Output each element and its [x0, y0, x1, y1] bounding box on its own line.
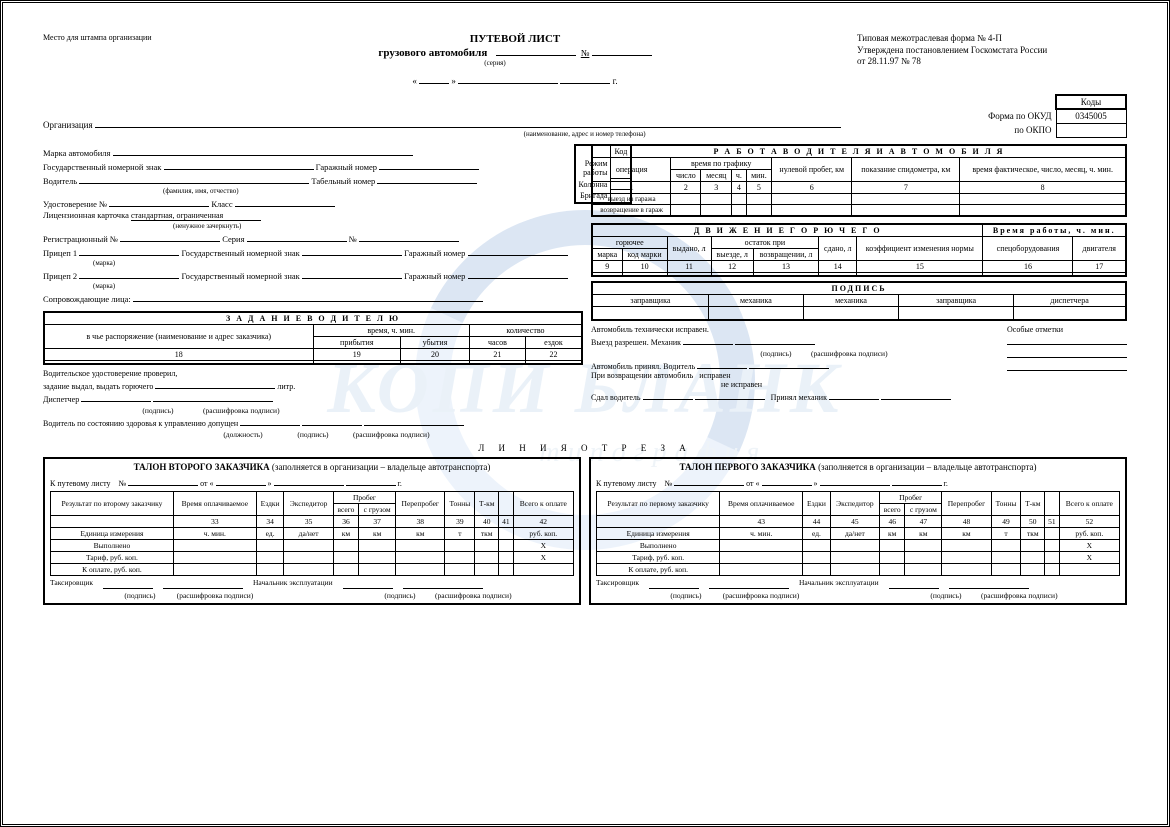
- form-subtitle: грузового автомобиля: [378, 47, 487, 59]
- form-title: ПУТЕВОЙ ЛИСТ: [173, 33, 857, 45]
- number-label: №: [581, 48, 590, 58]
- approval-block: Типовая межотраслевая форма № 4-П Утверж…: [857, 33, 1127, 68]
- task-table: З А Д А Н И Е В О Д И Т Е Л Ю в чье расп…: [43, 311, 583, 365]
- org-sublabel: (наименование, адрес и номер телефона): [193, 130, 976, 138]
- work-table: Р А Б О Т А В О Д И Т Е Л Я И А В Т О М …: [591, 144, 1127, 217]
- signature-table: ПОДПИСЬ заправщикамеханикамеханиказаправ…: [591, 281, 1127, 322]
- talon-second: ТАЛОН ВТОРОГО ЗАКАЗЧИКА (заполняется в о…: [43, 457, 581, 605]
- cut-line: Л И Н И Я О Т Р Е З А: [43, 443, 1127, 453]
- stamp-area: Место для штампа организации: [43, 33, 173, 42]
- codes-box: Коды Форма по ОКУД0345005 по ОКПО: [982, 94, 1127, 138]
- org-label: Организация: [43, 120, 93, 130]
- fuel-table: Д В И Ж Е Н И Е Г О Р Ю Ч Е Г ОВремя раб…: [591, 223, 1127, 277]
- series-sublabel: (серия): [133, 59, 857, 67]
- talon-first: ТАЛОН ПЕРВОГО ЗАКАЗЧИКА (заполняется в о…: [589, 457, 1127, 605]
